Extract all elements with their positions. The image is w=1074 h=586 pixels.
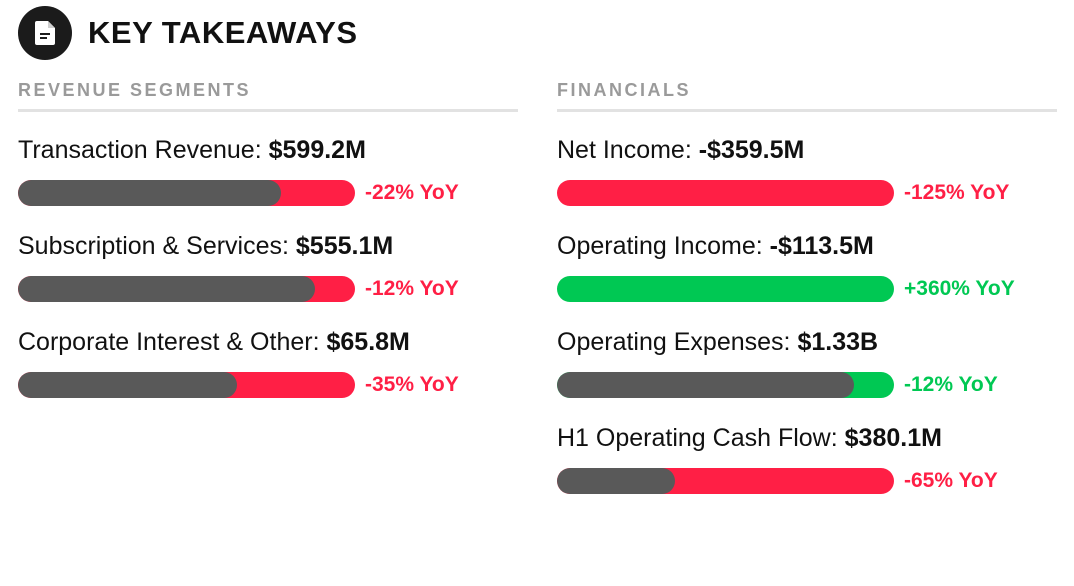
change-bar: [557, 180, 894, 206]
bar-row: -12% YoY: [18, 276, 518, 302]
metric-label: Operating Income: -$113.5M: [557, 228, 1057, 264]
bar-row: -125% YoY: [557, 180, 1057, 206]
document-icon: [18, 6, 72, 60]
financials-section: FINANCIALS Net Income: -$359.5M -125% YoY…: [557, 80, 1057, 516]
metric-value: $380.1M: [844, 424, 942, 452]
metric-list: Transaction Revenue: $599.2M -22% YoY Subs…: [18, 132, 518, 420]
metric-label: Corporate Interest & Other: $65.8M: [18, 324, 518, 360]
bar-fill: [18, 180, 281, 206]
metric-item: Operating Expenses: $1.33B -12% YoY: [557, 324, 1057, 420]
metric-value: -$359.5M: [698, 136, 805, 164]
metric-value: $1.33B: [797, 328, 879, 356]
metric-label-text: Operating Expenses:: [557, 328, 791, 356]
page-title: KEY TAKEAWAYS: [88, 15, 358, 50]
metric-value: $65.8M: [326, 328, 410, 356]
yoy-change: -12% YoY: [365, 277, 459, 300]
bar-fill: [557, 372, 854, 398]
bar-fill: [18, 372, 238, 398]
change-bar: [557, 276, 894, 302]
metric-label: Subscription & Services: $555.1M: [18, 228, 518, 264]
bar-row: -12% YoY: [557, 372, 1057, 398]
metric-label: Operating Expenses: $1.33B: [557, 324, 1057, 360]
metric-item: Subscription & Services: $555.1M -12% YoY: [18, 228, 518, 324]
metric-label-text: Operating Income:: [557, 232, 763, 260]
metric-value: $599.2M: [268, 136, 366, 164]
change-bar: [557, 468, 894, 494]
metric-label: Transaction Revenue: $599.2M: [18, 132, 518, 168]
yoy-change: +360% YoY: [904, 277, 1015, 300]
metric-label: Net Income: -$359.5M: [557, 132, 1057, 168]
change-bar: [18, 276, 355, 302]
bar-row: -65% YoY: [557, 468, 1057, 494]
metric-label: H1 Operating Cash Flow: $380.1M: [557, 420, 1057, 456]
revenue-segments-section: REVENUE SEGMENTS Transaction Revenue: $5…: [18, 80, 518, 420]
bar-row: -22% YoY: [18, 180, 518, 206]
yoy-change: -35% YoY: [365, 373, 459, 396]
section-title-financials: FINANCIALS: [557, 80, 1057, 112]
bar-fill: [557, 468, 675, 494]
yoy-change: -125% YoY: [904, 181, 1010, 204]
metric-label-text: Transaction Revenue:: [18, 136, 262, 164]
metric-value: $555.1M: [295, 232, 394, 260]
yoy-change: -65% YoY: [904, 469, 998, 492]
change-bar: [18, 180, 355, 206]
metric-item: H1 Operating Cash Flow: $380.1M -65% YoY: [557, 420, 1057, 516]
metric-label-text: Subscription & Services:: [18, 232, 289, 260]
section-title-revenue-segments: REVENUE SEGMENTS: [18, 80, 518, 112]
metric-label-text: Corporate Interest & Other:: [18, 328, 320, 356]
change-bar: [557, 372, 894, 398]
metric-value: -$113.5M: [769, 232, 874, 260]
bar-row: +360% YoY: [557, 276, 1057, 302]
metric-label-text: H1 Operating Cash Flow:: [557, 424, 838, 452]
metric-item: Transaction Revenue: $599.2M -22% YoY: [18, 132, 518, 228]
yoy-change: -12% YoY: [904, 373, 998, 396]
metric-item: Operating Income: -$113.5M +360% YoY: [557, 228, 1057, 324]
metric-item: Net Income: -$359.5M -125% YoY: [557, 132, 1057, 228]
metric-item: Corporate Interest & Other: $65.8M -35% Y…: [18, 324, 518, 420]
change-bar: [18, 372, 355, 398]
metric-label-text: Net Income:: [557, 136, 692, 164]
yoy-change: -22% YoY: [365, 181, 459, 204]
bar-fill: [18, 276, 315, 302]
metric-list: Net Income: -$359.5M -125% YoY Operating I…: [557, 132, 1057, 516]
header: KEY TAKEAWAYS: [18, 6, 358, 60]
bar-row: -35% YoY: [18, 372, 518, 398]
